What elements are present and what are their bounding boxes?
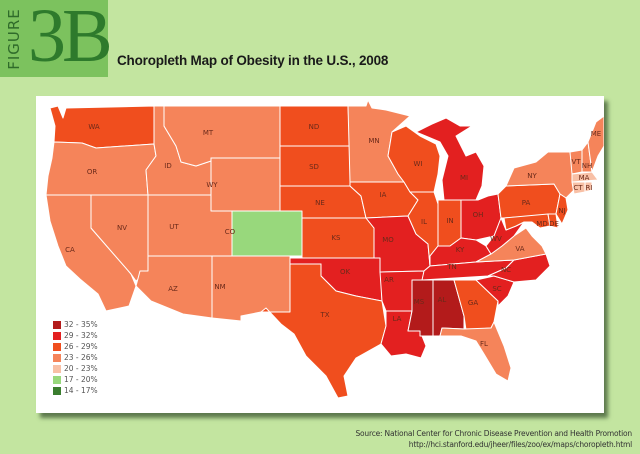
state-DE[interactable] [547,213,559,229]
label-CO: CO [225,228,236,236]
legend-label: 14 - 17% [64,386,98,395]
figure-badge: FIGURE 3B [0,0,113,78]
label-AZ: AZ [168,285,178,293]
label-TX: TX [319,311,329,319]
legend-label: 26 - 29% [64,342,98,351]
label-AL: AL [438,296,447,304]
state-MA[interactable] [571,171,599,183]
state-OR[interactable] [45,141,157,196]
label-DE: DE [549,220,559,228]
legend-label: 23 - 26% [64,353,98,362]
label-OK: OK [340,268,351,276]
legend-item: 32 - 35% [53,319,98,330]
label-PA: PA [522,199,531,207]
label-LA: LA [393,315,402,323]
legend-swatch [53,320,61,329]
legend-item: 14 - 17% [53,385,98,396]
state-CO[interactable] [231,210,303,257]
state-FL[interactable] [439,321,512,382]
label-IA: IA [380,191,387,199]
source-credit: Source: National Center for Chronic Dise… [355,429,632,438]
state-WI[interactable] [387,125,441,193]
label-UT: UT [169,223,179,231]
label-WA: WA [88,123,100,131]
label-WI: WI [414,160,423,168]
legend-label: 17 - 20% [64,375,98,384]
figure-number: 3B [28,0,113,78]
state-RI[interactable] [584,181,593,193]
label-RI: RI [586,184,593,192]
state-MS[interactable] [407,279,434,337]
us-map: WA OR CA ID NV MT WY UT CO AZ NM ND SD N… [45,99,604,399]
label-FL: FL [480,340,488,348]
label-KY: KY [456,246,465,254]
label-CA: CA [65,246,75,254]
label-OH: OH [473,211,484,219]
label-NC: NC [501,266,511,274]
legend: 32 - 35% 29 - 32% 26 - 29% 23 - 26% 20 -… [53,319,98,396]
label-NY: NY [527,172,537,180]
label-IN: IN [446,217,453,225]
legend-swatch [53,386,61,395]
label-SD: SD [309,163,319,171]
legend-item: 23 - 26% [53,352,98,363]
label-NM: NM [214,283,225,291]
label-GA: GA [468,299,478,307]
label-WV: WV [490,235,502,243]
label-MN: MN [368,137,379,145]
label-VT: VT [571,158,581,166]
label-NJ: NJ [558,207,565,215]
label-KS: KS [331,234,341,242]
label-NE: NE [315,199,325,207]
label-MO: MO [382,236,394,244]
legend-label: 32 - 35% [64,320,98,329]
label-TN: TN [446,263,457,271]
source-url: http://hci.stanford.edu/jheer/files/zoo/… [408,440,632,449]
label-NV: NV [117,224,127,232]
state-NC[interactable] [487,253,551,283]
label-AR: AR [384,276,394,284]
legend-label: 29 - 32% [64,331,98,340]
legend-swatch [53,364,61,373]
label-VA: VA [515,245,524,253]
legend-swatch [53,375,61,384]
label-IL: IL [421,218,427,226]
label-ND: ND [309,123,320,131]
legend-item: 17 - 20% [53,374,98,385]
legend-swatch [53,331,61,340]
figure-word: FIGURE [5,8,23,70]
state-WY[interactable] [210,157,281,212]
label-MI: MI [460,174,468,182]
state-TX[interactable] [260,263,387,399]
map-panel: WA OR CA ID NV MT WY UT CO AZ NM ND SD N… [36,96,604,413]
legend-item: 20 - 23% [53,363,98,374]
label-SC: SC [492,285,501,293]
legend-item: 26 - 29% [53,341,98,352]
label-OR: OR [87,168,98,176]
label-MD: MD [536,220,547,228]
state-MI[interactable] [415,117,485,201]
state-MT[interactable] [163,105,281,167]
source-note: Source: National Center for Chronic Dise… [355,428,632,450]
state-NJ[interactable] [555,193,569,225]
state-WA[interactable] [49,105,155,149]
legend-swatch [53,353,61,362]
label-MT: MT [203,129,214,137]
label-ME: ME [591,130,601,138]
label-MS: MS [414,298,425,306]
legend-swatch [53,342,61,351]
label-CT: CT [573,184,583,192]
label-WY: WY [206,181,218,189]
label-MA: MA [579,174,590,182]
legend-item: 29 - 32% [53,330,98,341]
label-NH: NH [582,162,593,170]
label-ID: ID [164,162,171,170]
chart-title: Choropleth Map of Obesity in the U.S., 2… [117,53,389,68]
legend-label: 20 - 23% [64,364,98,373]
